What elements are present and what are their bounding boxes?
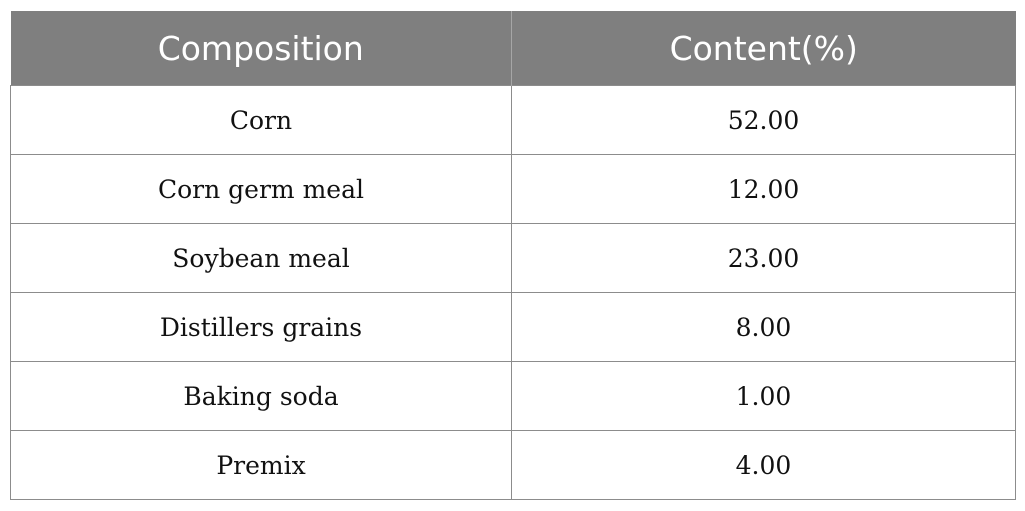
composition-table: Composition Content(%) Corn 52.00 Corn g… <box>10 11 1016 500</box>
cell-content: 23.00 <box>511 223 1016 293</box>
cell-content: 8.00 <box>511 292 1016 362</box>
cell-composition: Soybean meal <box>10 223 512 293</box>
table-row: Premix 4.00 <box>10 430 1016 500</box>
cell-content: 52.00 <box>511 85 1016 155</box>
cell-content: 12.00 <box>511 154 1016 224</box>
composition-table-container: Composition Content(%) Corn 52.00 Corn g… <box>10 11 1016 500</box>
column-header-composition: Composition <box>10 11 512 86</box>
table-row: Soybean meal 23.00 <box>10 223 1016 293</box>
cell-composition: Premix <box>10 430 512 500</box>
table-row: Baking soda 1.00 <box>10 361 1016 431</box>
cell-composition: Baking soda <box>10 361 512 431</box>
table-header-row: Composition Content(%) <box>10 11 1016 86</box>
cell-content: 1.00 <box>511 361 1016 431</box>
table-row: Corn germ meal 12.00 <box>10 154 1016 224</box>
cell-composition: Corn <box>10 85 512 155</box>
table-row: Corn 52.00 <box>10 85 1016 155</box>
cell-composition: Corn germ meal <box>10 154 512 224</box>
cell-composition: Distillers grains <box>10 292 512 362</box>
column-header-content: Content(%) <box>511 11 1016 86</box>
cell-content: 4.00 <box>511 430 1016 500</box>
table-row: Distillers grains 8.00 <box>10 292 1016 362</box>
